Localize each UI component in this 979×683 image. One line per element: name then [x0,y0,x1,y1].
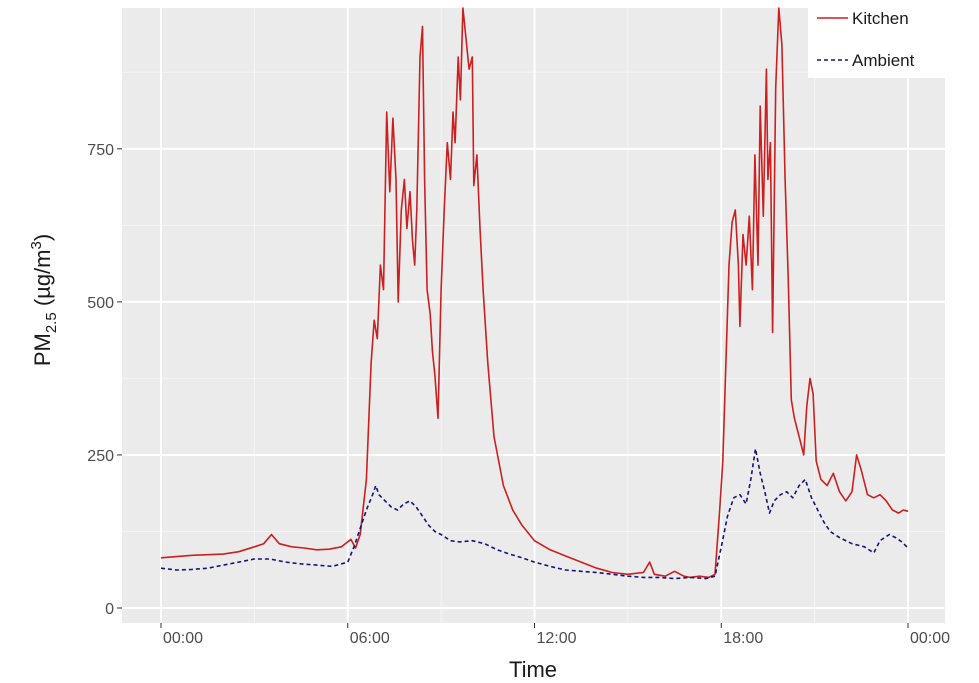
x-tick-label-3: 18:00 [723,630,763,647]
y-tick-label-1: 250 [87,448,114,465]
x-tick-label-1: 06:00 [350,630,390,647]
y-tick-label-2: 500 [87,295,114,312]
y-axis-ticks: 0 250 500 750 [87,142,122,618]
legend-label-kitchen: Kitchen [852,9,909,28]
x-axis-ticks: 00:00 06:00 12:00 18:00 00:00 [160,623,950,647]
y-axis-title-superscript: 3 [28,241,45,249]
series-line-ambient [160,448,909,580]
legend-box [808,0,945,78]
y-axis-title-subscript: 2.5 [43,312,60,333]
legend: Kitchen Ambient [808,0,945,78]
series-line-kitchen [160,7,909,579]
series-lines [160,7,909,580]
x-tick-label-0: 00:00 [163,630,203,647]
y-axis-title-unit-close: ) [30,234,55,241]
major-gridlines [122,8,945,623]
x-tick-label-4: 00:00 [910,630,950,647]
y-tick-label-3: 750 [87,142,114,159]
x-tick-label-2: 12:00 [536,630,576,647]
legend-label-ambient: Ambient [852,51,915,70]
y-axis-title: PM2.5 (µg/m3) [28,234,60,366]
y-tick-label-0: 0 [105,601,114,618]
y-axis-title-unit-open: (µg/m [30,250,55,313]
x-axis-title: Time [509,657,557,682]
y-axis-title-prefix: PM [30,333,55,366]
